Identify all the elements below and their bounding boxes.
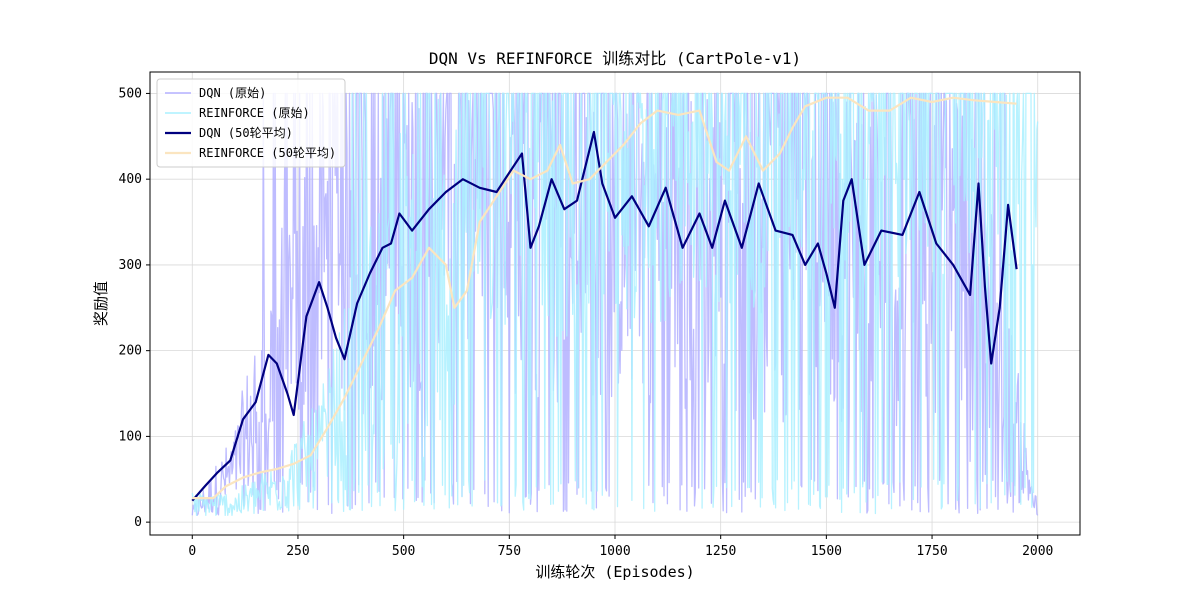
legend-label-2: DQN (50轮平均) <box>199 126 293 140</box>
y-tick-label: 100 <box>119 429 142 444</box>
legend-label-0: DQN (原始) <box>199 86 266 100</box>
x-tick-label: 500 <box>392 544 415 559</box>
y-tick-label: 300 <box>119 258 142 273</box>
y-tick-label: 500 <box>119 86 142 101</box>
x-tick-label: 250 <box>286 544 309 559</box>
x-tick-label: 1250 <box>705 544 736 559</box>
legend: DQN (原始) REINFORCE (原始) DQN (50轮平均) REINFOR… <box>156 78 346 168</box>
series-layer <box>191 92 1039 516</box>
x-tick-label: 1750 <box>916 544 947 559</box>
x-axis-title: 训练轮次 (Episodes) <box>535 563 694 581</box>
chart-title: DQN Vs REFINFORCE 训练对比 (CartPole-v1) <box>429 49 801 68</box>
series-line-1 <box>191 92 1039 516</box>
x-tick-label: 1000 <box>599 544 630 559</box>
x-tick-label: 0 <box>188 544 196 559</box>
y-tick-label: 0 <box>134 515 142 530</box>
legend-label-1: REINFORCE (原始) <box>199 106 310 120</box>
series-line-2 <box>191 130 1018 502</box>
legend-box <box>156 78 346 168</box>
x-tick-label: 750 <box>498 544 521 559</box>
legend-label-3: REINFORCE (50轮平均) <box>199 146 336 160</box>
y-tick-label: 200 <box>119 344 142 359</box>
y-axis-title: 奖励值 <box>92 281 110 326</box>
tick-layer: 0 250 500 750 1000 1250 1500 1750 2000 0 100 200 300… <box>119 86 1054 559</box>
series-line-3 <box>192 96 1017 500</box>
x-tick-label: 2000 <box>1022 544 1053 559</box>
x-tick-label: 1500 <box>811 544 842 559</box>
y-tick-label: 400 <box>119 172 142 187</box>
